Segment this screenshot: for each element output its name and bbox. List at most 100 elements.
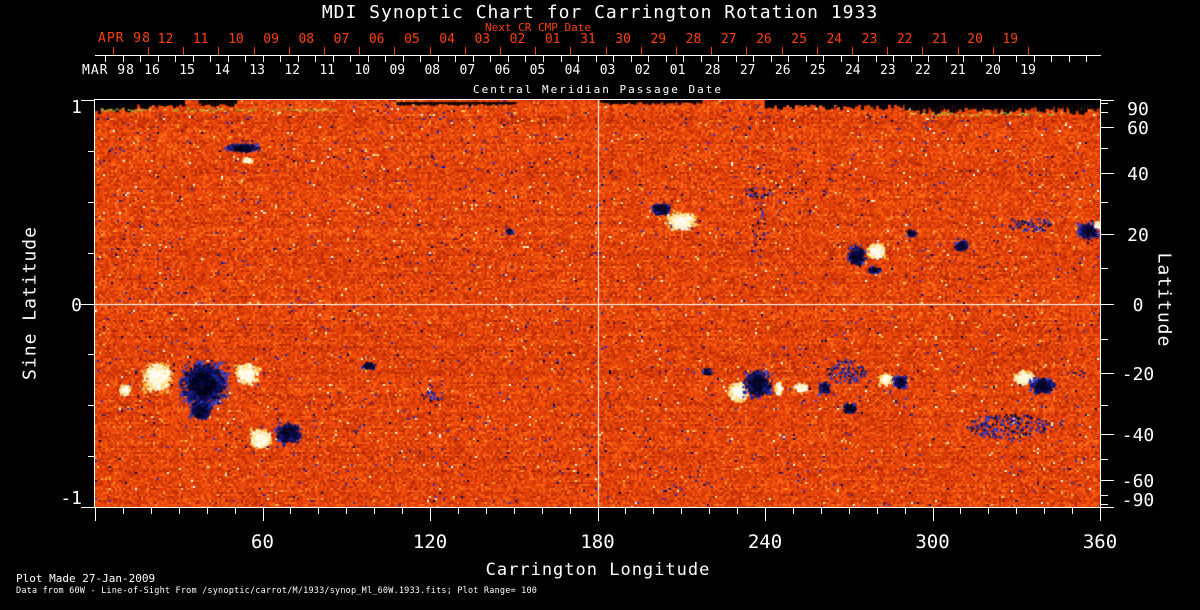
next-cr-day-label: 19 (1002, 32, 1019, 47)
latitude-tick-label: -40 (1121, 425, 1155, 447)
sine-lat-tick (88, 456, 95, 457)
next-cr-day-label: 11 (192, 32, 209, 47)
cmp-halfday-tick (1086, 56, 1087, 62)
cmp-halfday-tick (350, 56, 351, 62)
next-cr-day-label: 10 (228, 32, 244, 47)
latitude-tick (1101, 100, 1114, 101)
longitude-tick (849, 508, 850, 514)
latitude-tick (1101, 339, 1108, 340)
cmp-day-label: 16 (144, 63, 160, 78)
longitude-tick (598, 508, 599, 521)
longitude-tick (933, 508, 934, 521)
cmp-day-label: 12 (284, 63, 300, 78)
cmp-day-label: 21 (950, 63, 966, 78)
latitude-tick (1101, 507, 1114, 508)
latitude-tick (1101, 434, 1114, 435)
date-axis-line (95, 55, 1101, 56)
next-cr-day-label: 02 (509, 32, 526, 47)
latitude-tick (1101, 480, 1114, 481)
next-cr-day-label: 09 (263, 32, 279, 47)
magnetogram-image (95, 100, 1100, 507)
cmp-day-label: 01 (669, 63, 686, 78)
latitude-tick (1101, 459, 1108, 460)
next-cr-day-tick (430, 47, 431, 55)
next-cr-month-label: APR 98 (98, 31, 151, 46)
sine-lat-tick-label: 0 (71, 294, 82, 316)
cmp-halfday-tick (1051, 56, 1052, 62)
next-cr-day-label: 06 (368, 32, 385, 47)
next-cr-day-label: 25 (791, 32, 807, 47)
cmp-halfday-tick (823, 56, 824, 62)
cmp-day-label: 02 (634, 63, 651, 78)
latitude-tick (1101, 173, 1114, 174)
longitude-tick (625, 508, 626, 514)
cmp-halfday-tick (613, 56, 614, 62)
cmp-axis-title: Central Meridian Passage Date (472, 83, 724, 96)
cmp-halfday-tick (999, 56, 1000, 62)
cmp-day-label: 08 (424, 63, 441, 78)
sine-lat-tick (81, 304, 95, 305)
cmp-halfday-tick (508, 56, 509, 62)
next-cr-day-tick (148, 47, 149, 55)
cmp-halfday-tick (981, 56, 982, 62)
cmp-halfday-tick (1034, 56, 1035, 62)
next-cr-day-label: 05 (404, 32, 420, 47)
cmp-halfday-tick (806, 56, 807, 62)
next-cr-day-label: 29 (650, 32, 667, 47)
cmp-halfday-tick (123, 56, 124, 62)
longitude-tick (960, 508, 961, 514)
longitude-tick (402, 508, 403, 514)
cmp-halfday-tick (893, 56, 894, 62)
longitude-tick (318, 508, 319, 514)
latitude-tick-label: 90 (1127, 99, 1149, 120)
longitude-tick (877, 508, 878, 514)
sine-lat-tick-label: -1 (60, 488, 82, 509)
y-axis-left-title: Sine Latitude (19, 226, 41, 380)
cmp-day-label: 03 (599, 63, 616, 78)
cmp-day-label: 13 (249, 63, 265, 78)
cmp-halfday-tick (578, 56, 579, 62)
cmp-halfday-tick (490, 56, 491, 62)
cmp-halfday-tick (543, 56, 544, 62)
longitude-tick (570, 508, 571, 514)
cmp-halfday-tick (298, 56, 299, 62)
next-cr-day-label: 03 (474, 32, 491, 47)
cmp-halfday-tick (1016, 56, 1017, 62)
longitude-tick (1044, 508, 1045, 514)
cmp-day-label: 26 (774, 63, 791, 78)
cmp-halfday-tick (315, 56, 316, 62)
longitude-tick (290, 508, 291, 514)
longitude-tick-label: 360 (1082, 531, 1118, 553)
next-cr-day-tick (254, 47, 255, 55)
cmp-halfday-tick (385, 56, 386, 62)
longitude-tick (653, 508, 654, 514)
data-source-note: Data from 60W - Line-of-Sight From /syno… (16, 586, 538, 596)
next-cr-day-tick (958, 47, 959, 55)
next-cr-day-label: 07 (333, 32, 350, 47)
next-cr-day-label: 26 (756, 32, 772, 47)
cmp-halfday-tick (1069, 56, 1070, 62)
cmp-day-label: 06 (494, 63, 511, 78)
sine-lat-tick-label: 1 (71, 97, 82, 118)
latitude-tick (1101, 148, 1108, 149)
next-cr-day-tick (289, 47, 290, 55)
cmp-halfday-tick (946, 56, 947, 62)
next-cr-day-tick (394, 47, 395, 55)
next-cr-day-tick (922, 47, 923, 55)
next-cr-day-tick (676, 47, 677, 55)
latitude-tick (1101, 373, 1114, 374)
latitude-tick (1101, 268, 1108, 269)
cmp-halfday-tick (858, 56, 859, 62)
longitude-tick (95, 508, 96, 521)
cmp-halfday-tick (718, 56, 719, 62)
cmp-halfday-tick (438, 56, 439, 62)
longitude-tick-label: 180 (580, 531, 615, 553)
cmp-day-label: 25 (809, 63, 826, 78)
latitude-tick-label: 60 (1127, 118, 1149, 140)
cmp-halfday-tick (175, 56, 176, 62)
next-cr-day-label: 31 (580, 32, 596, 47)
longitude-tick (458, 508, 459, 514)
sine-lat-tick (88, 253, 95, 254)
next-cr-day-tick (570, 47, 571, 55)
cmp-halfday-tick (210, 56, 211, 62)
